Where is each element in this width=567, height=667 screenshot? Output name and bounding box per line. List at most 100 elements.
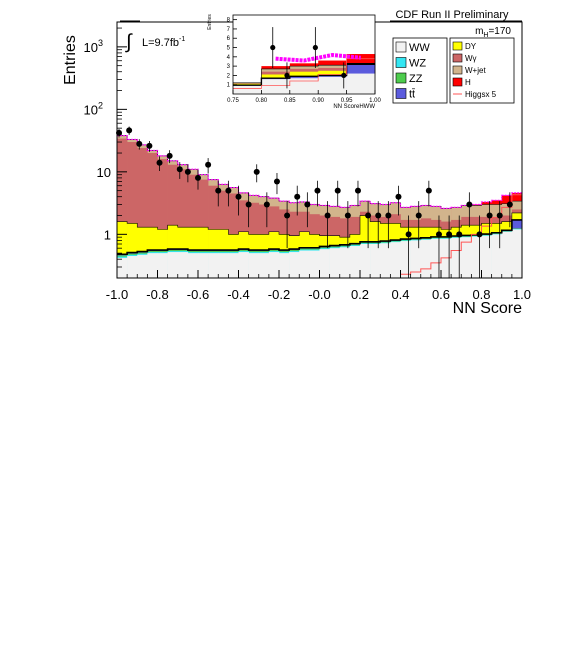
x-tick-label: 0.6 [432,287,450,302]
bar-ww [329,248,341,278]
data-marker [415,212,422,219]
inset-data-point [341,62,347,89]
inset-magenta-band [275,52,361,63]
data-marker [225,187,232,194]
y-tick-label: 102 [84,100,103,117]
bar-ww [228,253,239,278]
data-points [116,126,513,278]
x-tick-label: -0.8 [146,287,168,302]
legend-entry-dy: DY [452,41,477,51]
inset-bar-ww [233,85,262,94]
inset-y-tick-label: 2 [227,73,231,79]
data-point [324,201,331,249]
bar-ww [349,246,361,278]
data-marker [176,166,183,173]
inset-data-marker [312,44,318,51]
inset-data-marker [270,44,276,51]
axes: -1.0 -0.8 -0.6 -0.4 -0.2 -0.0 0.2 0.4 0.6 0.8 1.0 1… [84,27,531,302]
legend-entry-higgsx-5: Higgsx 5 [453,90,497,99]
inset-y-tick-label: 3 [227,64,231,70]
data-marker [334,187,341,194]
bar-ww [360,244,371,278]
data-point [486,201,493,249]
data-marker [446,231,453,238]
y-tick-label: 10 [97,165,111,180]
data-point [375,201,382,249]
bar-dy [117,221,128,278]
data-point [273,172,280,195]
y-tick-label: 1 [104,227,111,242]
bar-w [177,169,189,278]
data-point [354,180,361,207]
bar-ww [410,240,422,278]
bar-ww [400,241,411,278]
data-marker [435,231,442,238]
data-point [195,169,201,190]
stack-ww [117,229,523,278]
x-tick-label: -1.0 [106,287,128,302]
bar-w [117,138,128,278]
data-point [506,192,513,228]
legend-swatch [452,77,463,87]
data-marker [184,168,191,175]
data-point [425,180,432,207]
legend-swatch [452,65,463,75]
data-marker [486,212,493,219]
legend-label: ZZ [409,73,423,85]
bar-ww [471,236,482,278]
data-marker [314,187,321,194]
x-tick-label: 0.8 [472,287,490,302]
bar-ww [137,254,148,278]
bar-ww [501,231,513,278]
data-marker [156,159,163,166]
data-point [294,185,301,216]
bar-ww [127,255,138,278]
luminosity-label: ∫ L=9.7fb-1 [120,20,185,53]
data-marker [395,193,402,200]
inset-y-tick-label: 8 [227,18,231,24]
data-point [205,158,212,174]
data-marker [375,212,382,219]
data-marker [304,201,311,208]
data-marker [284,212,291,219]
stack-histogram [117,135,523,278]
bar-dy [127,223,138,278]
data-point [456,215,463,278]
inset-data-point [312,27,318,68]
bar-ww [451,237,462,278]
bar-ww [430,238,442,278]
dy-outline [117,212,522,238]
data-point [466,192,473,228]
data-point [284,201,291,249]
inset-x-tick-label: 0.80 [256,98,268,104]
x-tick-label: 1.0 [513,287,531,302]
data-marker [476,231,483,238]
data-marker [506,201,513,208]
bar-ww [147,253,158,278]
legend-entry-tt: tt̄ [395,88,415,101]
data-marker [496,212,503,219]
legend-swatch [395,41,407,53]
legend-label: WZ [409,58,426,70]
chart-title: CDF Run II Preliminary [395,9,509,21]
bar-ww [117,257,128,278]
inset-y-tick-label: 7 [227,27,231,33]
bar-ww [481,235,492,278]
inset-signal-line [233,58,375,89]
data-point [235,185,242,216]
inset-plot: 0.75 0.80 0.85 0.90 0.95 1.00 1 2 3 4 5 6 7 8 Entries… [207,14,381,110]
legend-entry-h: H [452,77,471,87]
inset-bar-ww [289,78,319,94]
data-marker [294,193,301,200]
bar-ww [157,253,168,278]
data-marker [136,140,143,147]
data-point [245,192,252,228]
data-point [126,126,133,135]
inset-y-axis-label: Entries [207,14,213,30]
inset-stack-ww [233,73,376,94]
data-point [253,164,260,183]
x-tick-label: -0.4 [227,287,249,302]
legend-swatch [395,72,407,84]
